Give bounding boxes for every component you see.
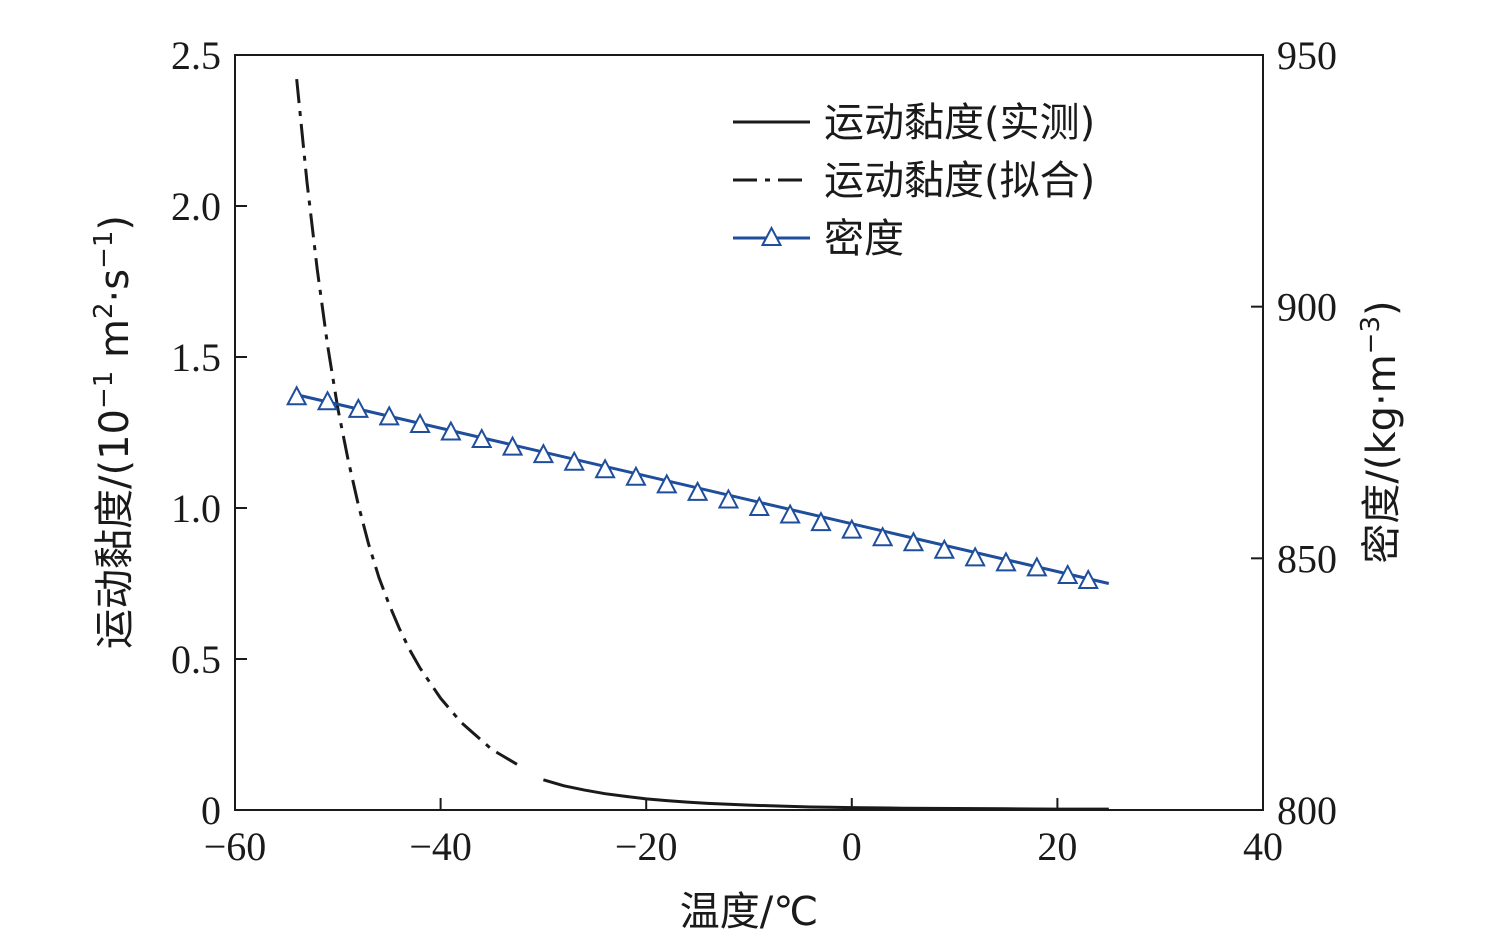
y-left-tick-label: 0 [201, 788, 221, 833]
density-point [841, 518, 863, 539]
x-axis-title: 温度/℃ [680, 889, 818, 935]
y-left-title-sup2: 2 [89, 302, 119, 319]
density-point [471, 427, 493, 449]
density-point [409, 412, 431, 433]
y-left-title-sup1: −1 [89, 371, 119, 409]
y-axis-right-title: 密度/(kg·m−3) [1356, 300, 1405, 563]
density-point [995, 551, 1017, 572]
density-point [378, 405, 400, 426]
legend-label: 运动黏度(拟合) [824, 158, 1095, 204]
density-point [1026, 556, 1048, 577]
x-tick-label: −20 [615, 824, 678, 869]
x-tick-label: 0 [842, 824, 862, 869]
y-left-title-close: ) [92, 215, 138, 231]
y-right-title-main: 密度/(kg·m [1359, 354, 1405, 563]
x-tick-label: 20 [1037, 824, 1077, 869]
y-left-tick-label: 2.0 [171, 184, 221, 229]
density-point [625, 465, 647, 486]
density-point [933, 538, 955, 559]
viscosity-fit-line [295, 79, 524, 770]
y-left-tick-label: 1.0 [171, 486, 221, 531]
legend: 运动黏度(实测) 运动黏度(拟合) 密度 [733, 100, 1095, 262]
y-left-title-main: 运动黏度/(10 [92, 409, 138, 649]
y-right-title-close: ) [1359, 300, 1405, 316]
y-axis-left-title: 运动黏度/(10−1 m2·s−1) [89, 215, 138, 649]
legend-marker [760, 225, 783, 246]
series-layer [286, 79, 1110, 811]
y-left-title-mid: m [92, 319, 138, 371]
y-right-title-sup: −3 [1356, 316, 1386, 354]
y-left-tick-label: 2.5 [171, 33, 221, 78]
y-right-tick-label: 800 [1277, 788, 1337, 833]
y-left-title-sup3: −1 [89, 231, 119, 269]
density-point [532, 443, 555, 464]
y-left-tick-label: 1.5 [171, 335, 221, 380]
density-point [1057, 563, 1079, 584]
density-point [779, 503, 801, 524]
y-right-tick-label: 950 [1277, 33, 1337, 78]
y-axis-left: 0 0.5 1.0 1.5 2.0 2.5 [171, 33, 247, 833]
density-point [964, 546, 986, 567]
x-tick-label: −60 [204, 824, 267, 869]
plot-frame [234, 54, 1264, 811]
density-point [286, 385, 308, 406]
y-right-tick-label: 900 [1277, 285, 1337, 330]
density-point [594, 458, 616, 479]
y-right-tick-label: 850 [1277, 536, 1337, 581]
density-point [501, 435, 524, 456]
x-tick-label: −40 [409, 824, 472, 869]
x-axis: −60 −40 −20 0 20 40 [204, 798, 1283, 869]
density-point [686, 480, 709, 501]
density-point [440, 420, 462, 441]
density-point [656, 473, 678, 494]
legend-label: 密度 [824, 216, 904, 262]
density-point [347, 397, 370, 418]
x-tick-label: 40 [1243, 824, 1283, 869]
viscosity-measured-line [542, 778, 1109, 811]
density-point [748, 495, 770, 516]
y-axis-right: 800 850 900 950 [1251, 33, 1337, 833]
y-left-title-tail: ·s [92, 269, 138, 303]
plot-area [234, 54, 1264, 811]
density-point [871, 526, 894, 547]
density-point [902, 531, 925, 552]
y-left-tick-label: 0.5 [171, 637, 221, 682]
density-point [717, 488, 740, 509]
legend-label: 运动黏度(实测) [824, 100, 1095, 146]
density-point [316, 390, 339, 411]
density-point [1077, 568, 1099, 589]
density-point [810, 510, 832, 532]
density-point [563, 450, 585, 471]
